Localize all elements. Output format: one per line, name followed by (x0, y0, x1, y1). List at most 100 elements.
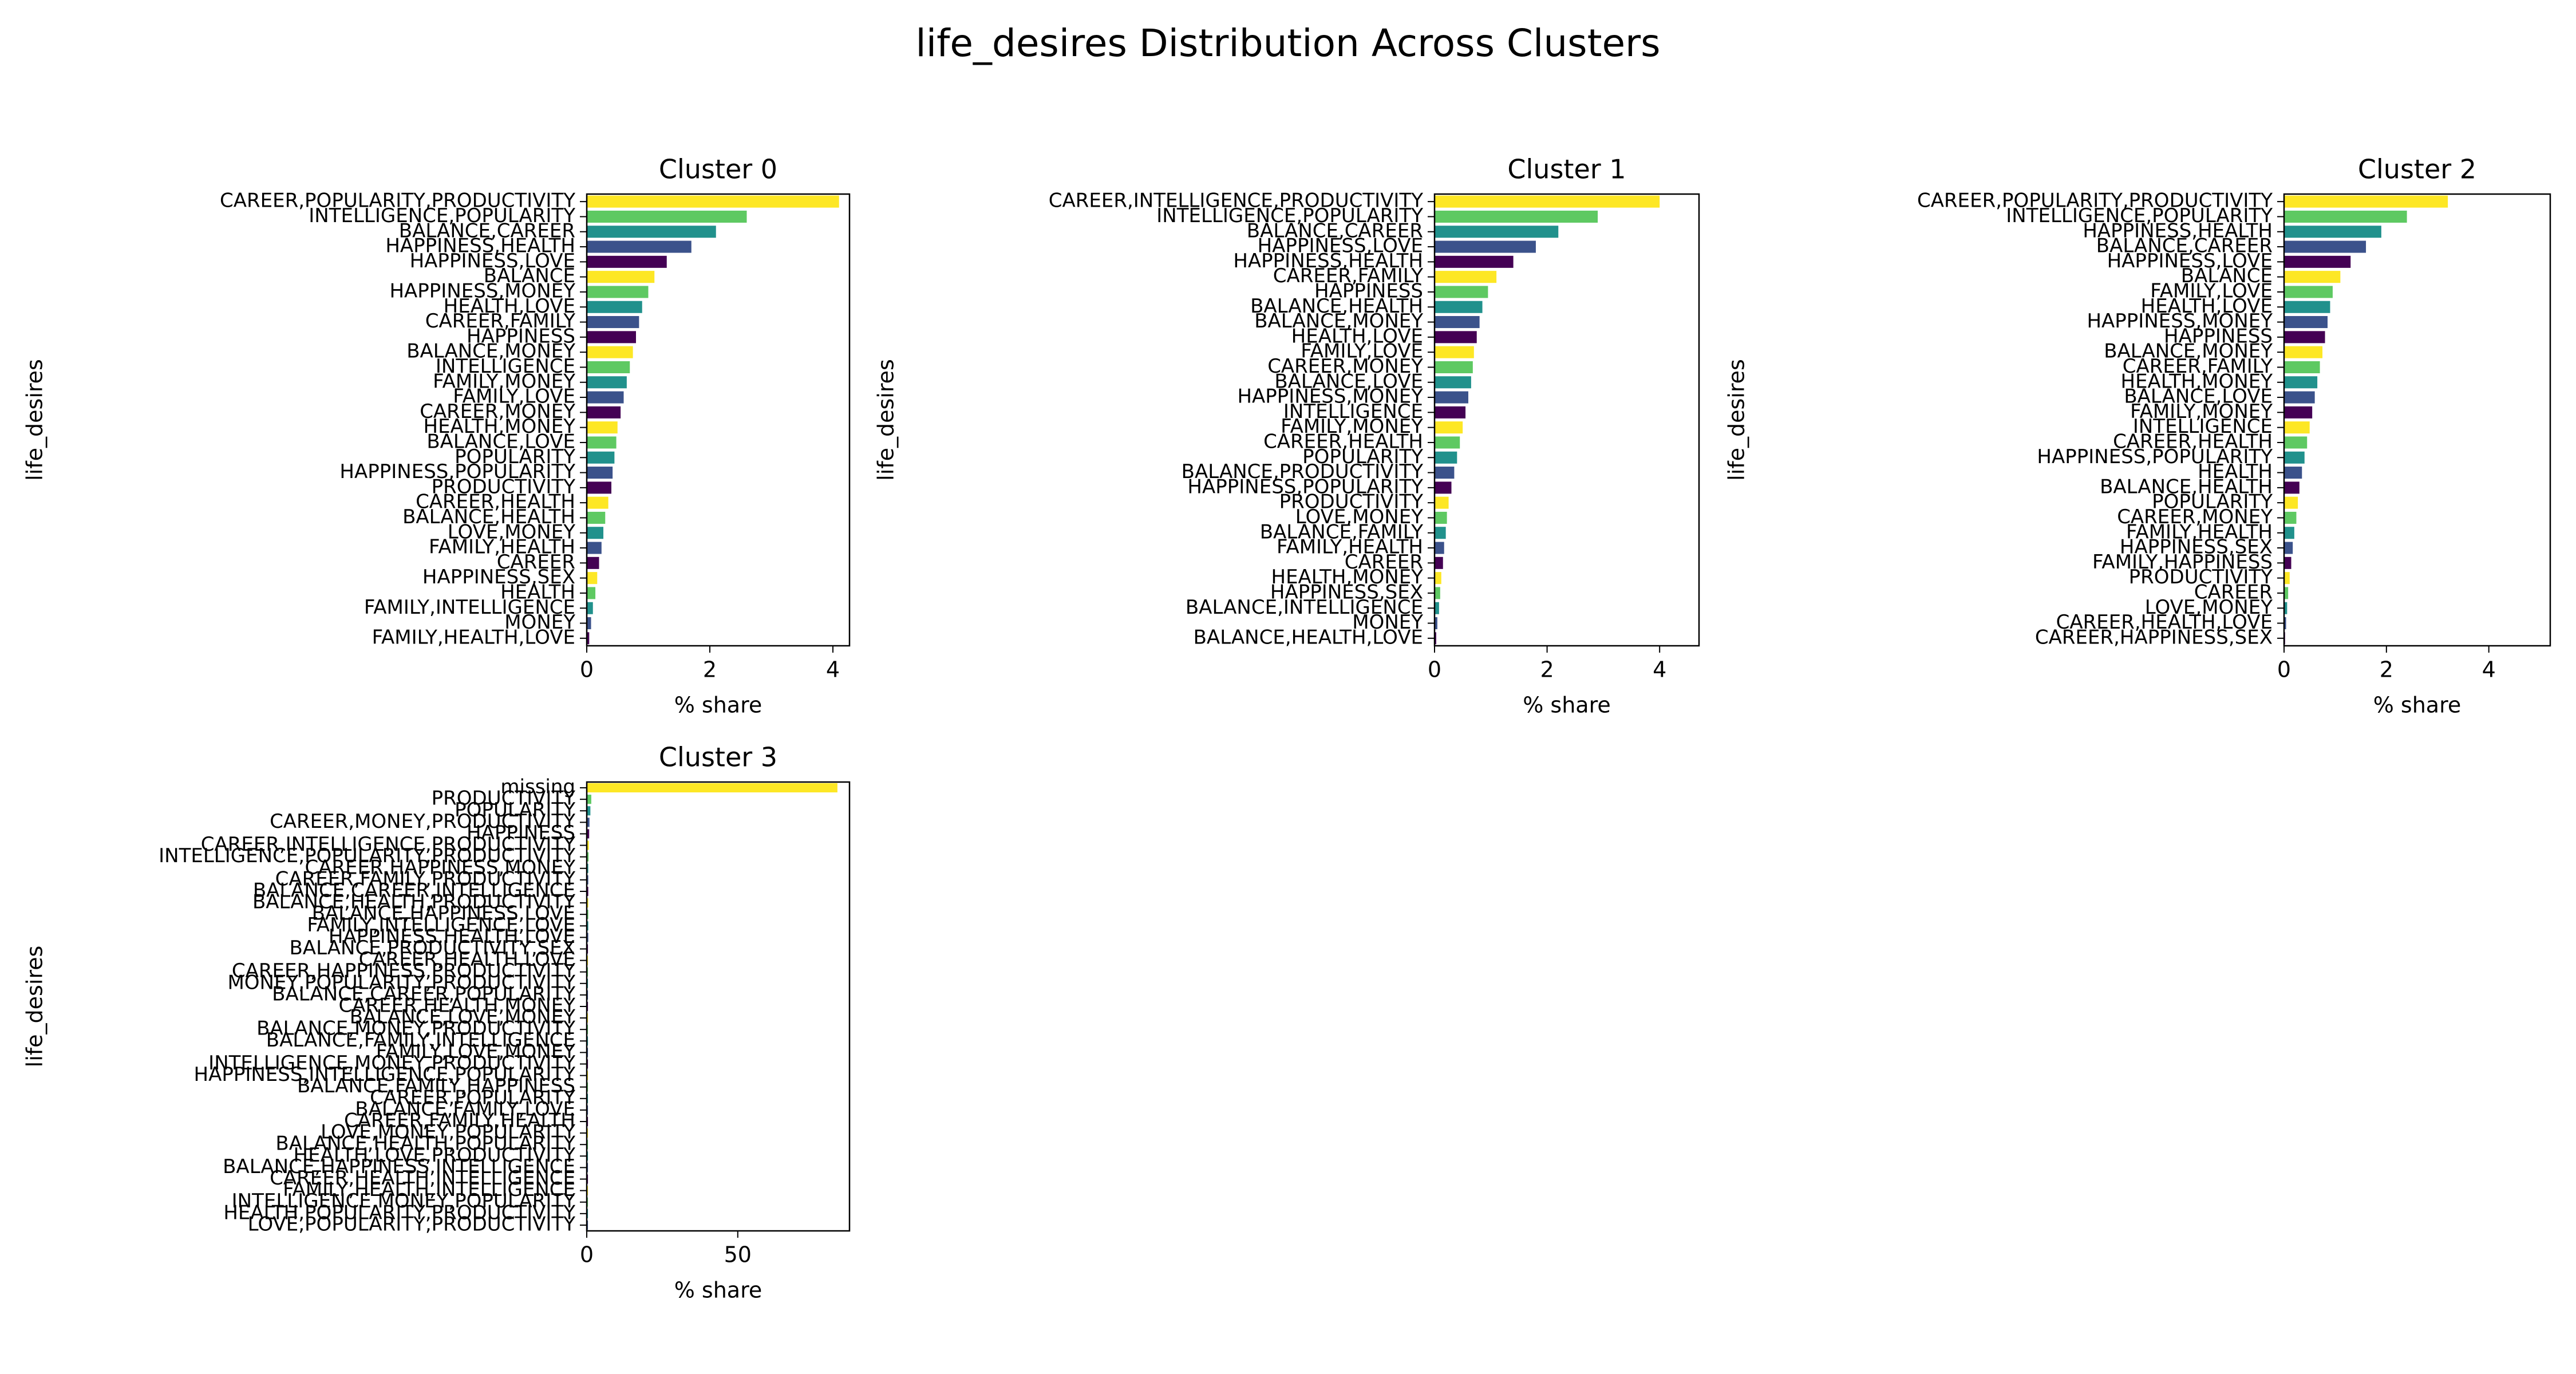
y-tick-label: HAPPINESS,LOVE (2107, 250, 2273, 273)
y-tick-label: HAPPINESS,LOVE (410, 250, 575, 273)
y-tick-label: CAREER,HEALTH,MONEY (338, 994, 575, 1017)
y-tick-label: CAREER,INTELLIGENCE,PRODUCTIVITY (1049, 189, 1423, 212)
bar (1435, 406, 1466, 418)
y-tick-label: INTELLIGENCE,POPULARITY,PRODUCTIVITY (159, 844, 575, 867)
x-tick-label: 0 (1428, 657, 1441, 682)
bar (587, 271, 655, 283)
bar (587, 617, 591, 630)
y-tick-label: CAREER,HEALTH,INTELLIGENCE (270, 1167, 575, 1190)
bar (1435, 361, 1473, 373)
y-tick-label: FAMILY,LOVE (1301, 340, 1423, 363)
bar (587, 195, 839, 208)
y-tick-label: FAMILY,LOVE (2150, 279, 2273, 302)
bar (1435, 602, 1439, 614)
bar (587, 376, 627, 389)
y-tick-label: MONEY (1352, 611, 1423, 634)
y-tick-label: HAPPINESS,HEALTH (2083, 219, 2273, 242)
bar (2284, 556, 2291, 569)
y-tick-label: BALANCE,LOVE (1274, 370, 1423, 393)
y-tick-label: BALANCE,CAREER (399, 219, 575, 242)
y-tick-label: FAMILY,HEALTH (429, 536, 575, 559)
bar (2284, 542, 2293, 554)
bar (587, 421, 618, 434)
bar (587, 840, 589, 850)
bar (1435, 226, 1559, 238)
bar (1435, 331, 1477, 344)
y-tick-label: LOVE,MONEY (1295, 506, 1423, 528)
bar (2284, 572, 2290, 585)
x-tick-label: 4 (826, 657, 840, 682)
bar (1435, 255, 1514, 268)
bar (587, 451, 615, 464)
y-tick-label: FAMILY,HEALTH,LOVE (372, 626, 575, 649)
bar (1435, 240, 1536, 253)
y-tick-label: HEALTH,MONEY (1271, 566, 1424, 589)
bar (587, 542, 602, 554)
y-tick-label: HAPPINESS (467, 325, 575, 348)
bar (2284, 451, 2305, 464)
bar (1435, 301, 1483, 313)
x-tick-label: 4 (1653, 657, 1666, 682)
bar (1435, 451, 1457, 464)
y-tick-label: CAREER,FAMILY (425, 310, 576, 333)
bar (587, 286, 649, 298)
y-tick-label: PRODUCTIVITY (432, 787, 576, 810)
y-tick-label: CAREER,FAMILY (1273, 264, 1424, 287)
bar (587, 361, 630, 373)
y-tick-label: HEALTH,POPULARITY,PRODUCTIVITY (223, 1201, 575, 1224)
bar (587, 316, 639, 329)
bar (2284, 210, 2407, 223)
bar (587, 852, 589, 862)
subplot-title: Cluster 2 (2358, 154, 2476, 185)
bar (587, 331, 636, 344)
y-tick-label: CAREER,HAPPINESS,SEX (2035, 626, 2273, 649)
y-tick-label: missing (500, 776, 575, 799)
bar (2284, 271, 2341, 283)
bar (587, 255, 667, 268)
y-tick-label: FAMILY,INTELLIGENCE,LOVE (307, 914, 575, 937)
subplot: missingPRODUCTIVITYPOPULARITYCAREER,MONE… (22, 742, 851, 1303)
x-axis-label: % share (674, 693, 762, 718)
y-tick-label: FAMILY,HEALTH (2126, 520, 2273, 543)
y-tick-label: FAMILY,HEALTH,INTELLIGENCE (283, 1178, 575, 1201)
subplot-title: Cluster 0 (659, 154, 777, 185)
bar (2284, 467, 2302, 479)
y-tick-label: CAREER,FAMILY,PRODUCTIVITY (275, 867, 576, 890)
bar (587, 632, 590, 645)
y-tick-label: HAPPINESS,POPULARITY (2037, 445, 2273, 468)
bar (587, 829, 590, 839)
y-tick-label: HAPPINESS,SEX (422, 566, 575, 589)
subplot: CAREER,POPULARITY,PRODUCTIVITYINTELLIGEN… (1724, 154, 2551, 718)
y-tick-label: BALANCE,CAREER (1247, 219, 1423, 242)
y-tick-label: CAREER,HEALTH (2113, 430, 2273, 453)
bar (1435, 617, 1437, 630)
y-tick-label: HAPPINESS,MONEY (1237, 385, 1423, 408)
y-tick-label: MONEY,POPULARITY,PRODUCTIVITY (227, 971, 575, 994)
bar (1435, 511, 1447, 524)
y-tick-label: BALANCE,FAMILY,LOVE (355, 1097, 575, 1120)
y-tick-label: HEALTH,LOVE,PRODUCTIVITY (294, 1144, 576, 1167)
bar (587, 406, 621, 418)
y-tick-label: POPULARITY (455, 445, 575, 468)
y-tick-label: BALANCE,MONEY (406, 340, 575, 363)
y-tick-label: HAPPINESS (1314, 279, 1423, 302)
bar (1435, 286, 1488, 298)
y-tick-label: BALANCE,INTELLIGENCE (1186, 596, 1423, 619)
y-tick-label: FAMILY,MONEY (1281, 415, 1423, 438)
axes-frame (586, 781, 851, 1232)
y-axis-label: life_desires (1724, 359, 1749, 481)
y-tick-label: POPULARITY (455, 799, 575, 822)
y-tick-label: HAPPINESS,HEALTH (1233, 250, 1423, 273)
y-tick-label: PRODUCTIVITY (1279, 491, 1424, 514)
bar (2284, 602, 2287, 614)
y-tick-label: HAPPINESS,POPULARITY (339, 460, 575, 483)
y-tick-label: BALANCE,LOVE (2124, 385, 2273, 408)
y-tick-label: BALANCE,HEALTH (2100, 475, 2273, 498)
y-tick-label: HEALTH (2198, 460, 2273, 483)
bar (587, 511, 606, 524)
y-tick-label: PRODUCTIVITY (432, 475, 576, 498)
axes-frame (2283, 193, 2551, 647)
y-tick-label: HAPPINESS,MONEY (389, 279, 575, 302)
y-tick-label: FAMILY,LOVE (453, 385, 575, 408)
bar (2284, 346, 2323, 358)
